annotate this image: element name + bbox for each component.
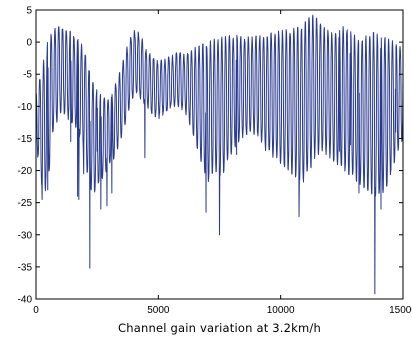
channel-gain-series-line: [35, 14, 404, 295]
x-tick-label: 0: [33, 305, 39, 316]
y-axis-ticks: 5 0 -5 -10 -15 -20 -25 -30 -35 -40: [18, 6, 403, 306]
y-tick-label: -35: [18, 262, 33, 273]
y-tick-label: -20: [18, 166, 33, 177]
x-tick-label: 10000: [267, 305, 295, 316]
y-tick-label: 0: [26, 38, 32, 49]
x-axis-label: Channel gain variation at 3.2km/h: [118, 321, 321, 335]
y-tick-label: -15: [18, 134, 33, 145]
y-tick-label: 5: [26, 6, 32, 17]
x-tick-label: 5000: [147, 305, 170, 316]
y-tick-label: -5: [23, 70, 32, 81]
y-tick-label: -40: [18, 295, 33, 306]
y-tick-label: -10: [18, 102, 33, 113]
x-axis-ticks: 0 5000 10000 15000: [33, 10, 412, 316]
y-tick-label: -30: [18, 230, 33, 241]
plot-frame: [35, 9, 404, 300]
x-tick-label: 15000: [389, 305, 412, 316]
y-tick-label: -25: [18, 198, 33, 209]
plot-line-group: [35, 14, 404, 295]
